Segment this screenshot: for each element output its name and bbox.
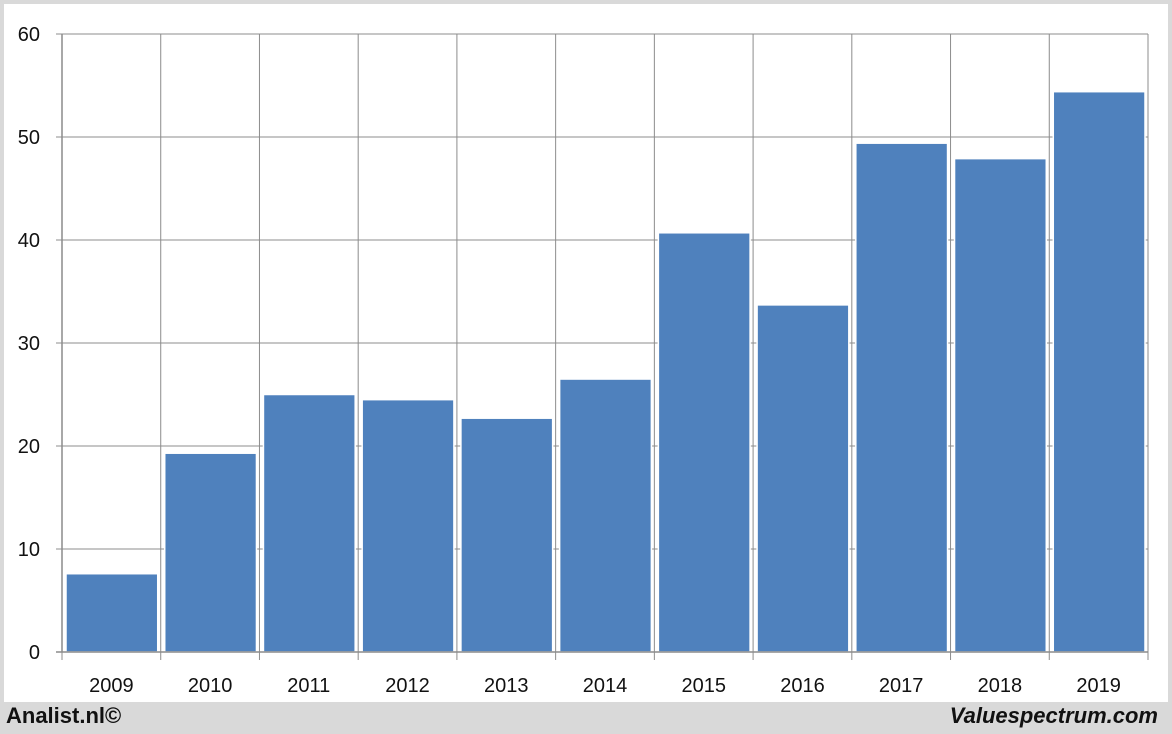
y-tick-label: 10 <box>18 539 40 561</box>
bar-2015 <box>657 232 751 653</box>
footer-left-credit: Analist.nl© <box>6 703 122 728</box>
x-tick-label: 2014 <box>583 675 628 697</box>
x-tick-label: 2011 <box>287 675 330 697</box>
bar-2019 <box>1052 90 1146 653</box>
y-tick-label: 30 <box>18 333 40 355</box>
bar-2014 <box>558 378 653 653</box>
y-tick-label: 50 <box>18 127 40 149</box>
x-tick-label: 2010 <box>188 675 233 697</box>
bar-2009 <box>65 572 159 653</box>
x-tick-label: 2018 <box>978 675 1023 697</box>
bars <box>65 90 1146 653</box>
x-tick-label: 2012 <box>385 675 430 697</box>
y-tick-label: 60 <box>18 24 40 46</box>
bar-2016 <box>756 304 850 653</box>
x-tick-label: 2019 <box>1076 675 1121 697</box>
y-tick-label: 40 <box>18 230 40 252</box>
x-tick-label: 2009 <box>89 675 134 697</box>
bar-2012 <box>361 398 455 653</box>
x-tick-label: 2013 <box>484 675 529 697</box>
bar-2018 <box>953 157 1048 653</box>
bar-2017 <box>855 142 949 653</box>
bar-2011 <box>262 393 356 653</box>
y-tick-labels: 0 10 20 30 40 50 60 <box>18 24 40 664</box>
bar-2010 <box>163 452 258 653</box>
footer-right-credit: Valuespectrum.com <box>949 703 1158 728</box>
y-tick-label: 20 <box>18 436 40 458</box>
x-tick-label: 2017 <box>879 675 924 697</box>
x-tick-label: 2015 <box>681 675 726 697</box>
axes <box>56 33 1148 653</box>
bar-2013 <box>460 417 554 653</box>
y-tick-label: 0 <box>29 642 40 664</box>
x-tick-label: 2016 <box>780 675 825 697</box>
x-tick-labels: 2009 2010 2011 2012 2013 2014 2015 2016 2017 2018… <box>89 675 1121 697</box>
